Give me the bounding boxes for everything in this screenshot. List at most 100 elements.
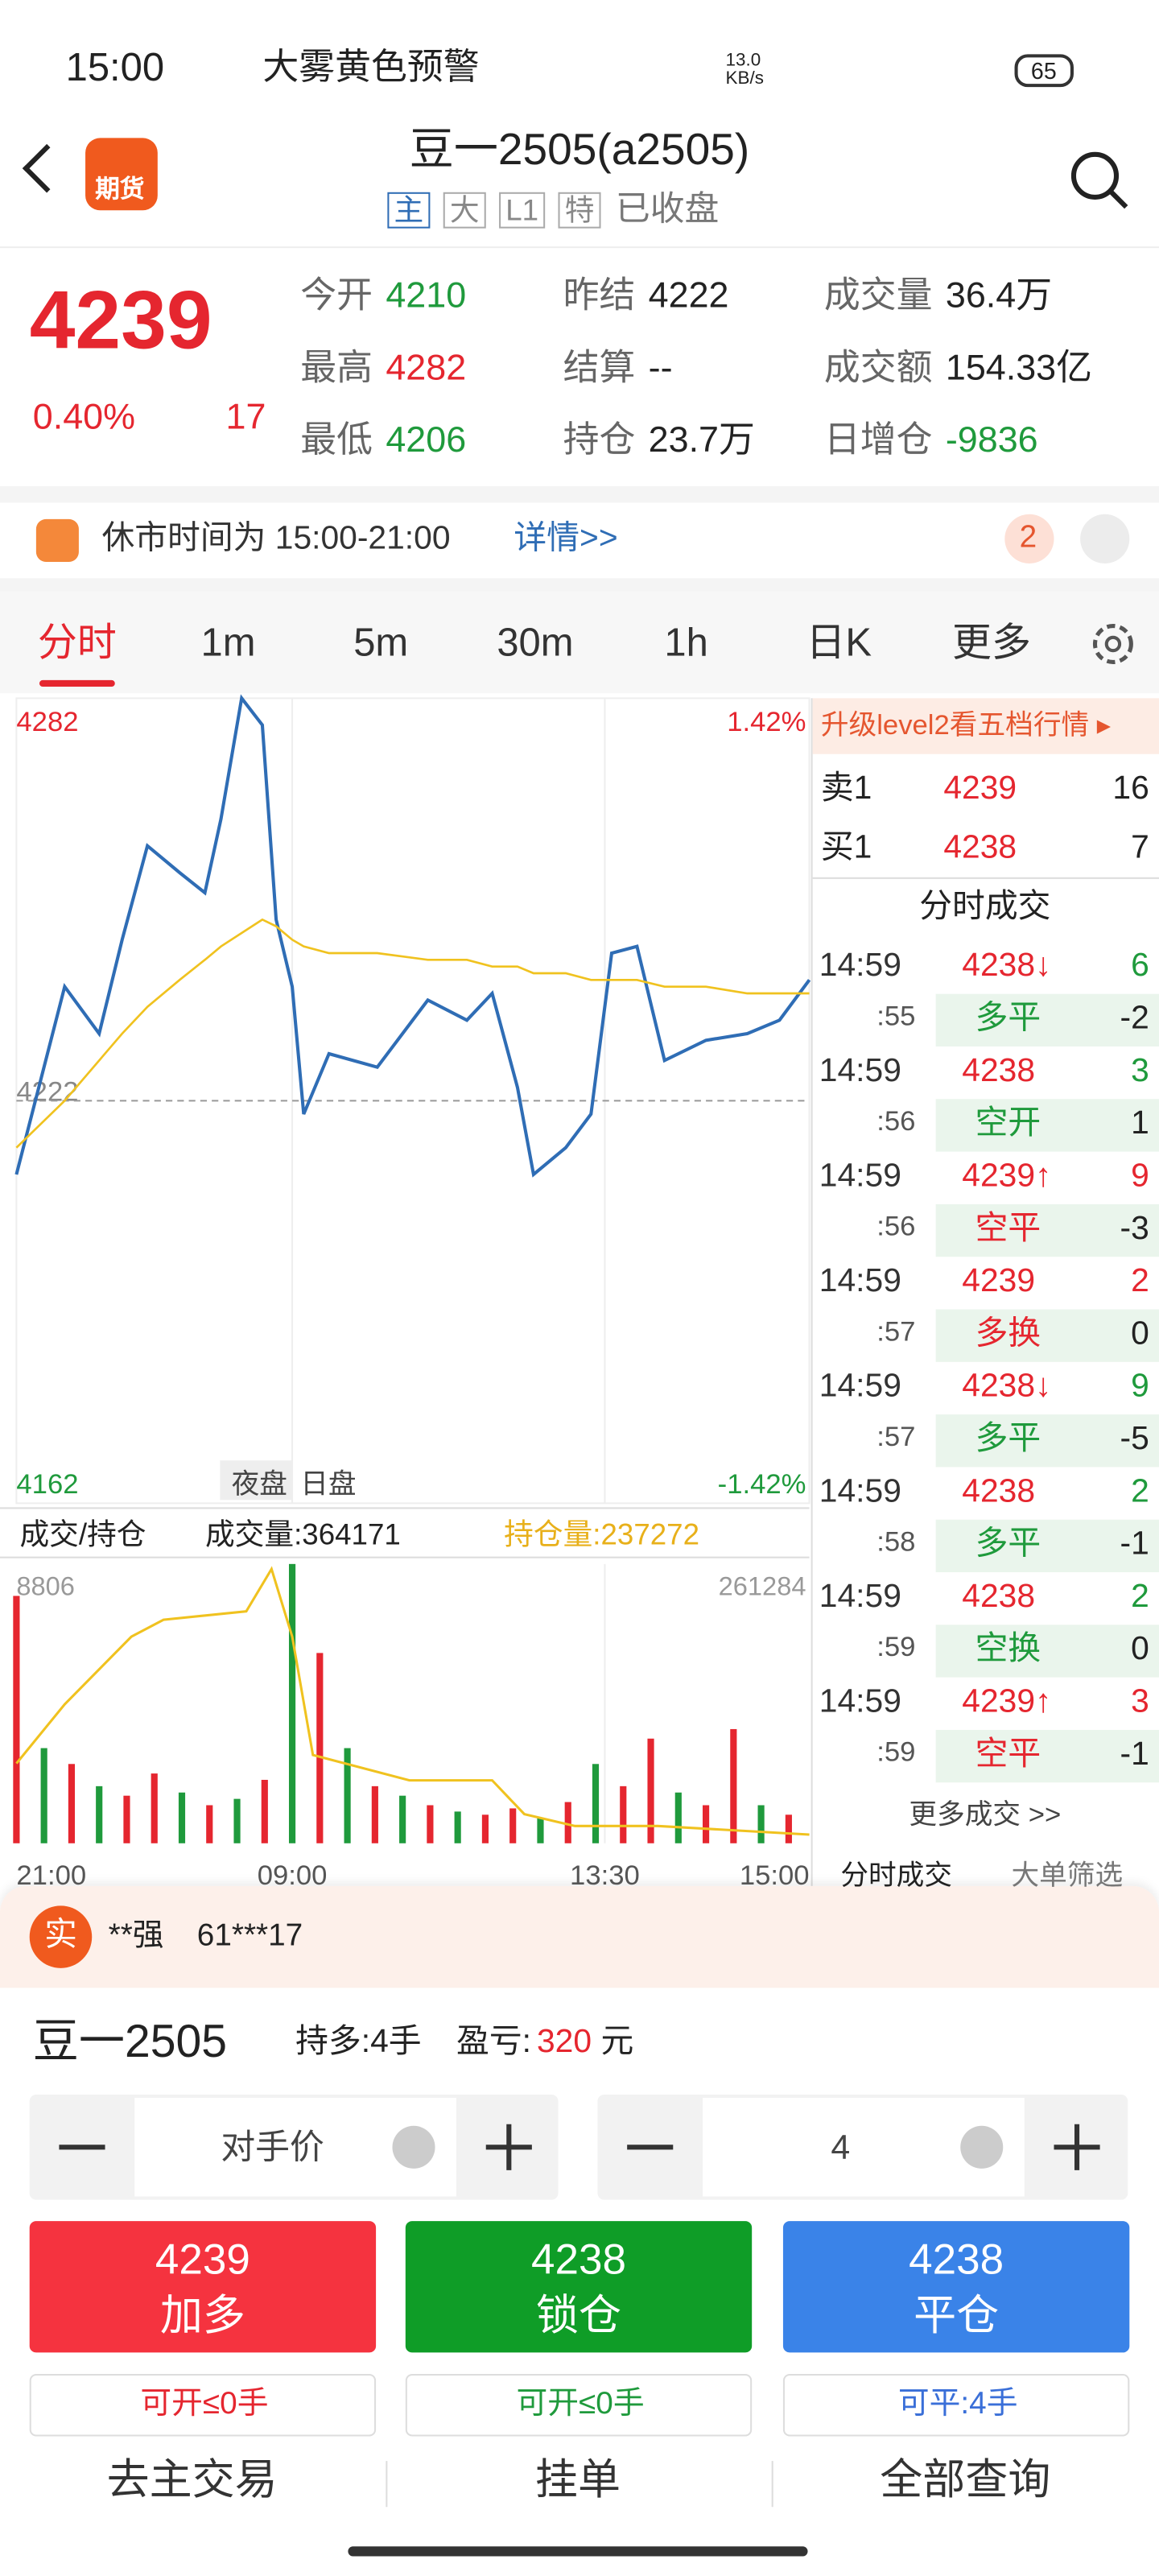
volume-bar xyxy=(288,1563,296,1843)
pct-label: -1.42% xyxy=(718,1469,806,1500)
field-value: -- xyxy=(648,346,673,388)
x-tick-label: 13:30 xyxy=(570,1860,640,1891)
order-button[interactable]: 4238 锁仓 xyxy=(405,2221,753,2353)
search-icon[interactable] xyxy=(1067,148,1133,214)
order-button[interactable]: 4239 加多 xyxy=(29,2221,377,2353)
account-badge-text: 实 xyxy=(44,1917,77,1954)
volume-bar xyxy=(454,1811,461,1843)
volume-bar xyxy=(702,1805,710,1843)
y-tick-label: 8806 xyxy=(16,1571,75,1601)
settings-icon[interactable] xyxy=(1087,617,1139,670)
tag: 大 xyxy=(443,192,486,229)
volume-bar xyxy=(537,1818,544,1843)
notice-link[interactable]: 详情>> xyxy=(514,520,618,557)
book-label: 买1 xyxy=(820,829,872,866)
volume-bar xyxy=(620,1785,627,1843)
account-bar xyxy=(0,1885,1159,1988)
trade-sec: :55 xyxy=(876,1000,916,1032)
volume-bar xyxy=(592,1764,600,1843)
trade-sec: :57 xyxy=(876,1315,916,1348)
volume-bar xyxy=(371,1785,378,1843)
header-divider xyxy=(0,246,1159,249)
notice-icon xyxy=(35,518,79,562)
volume-bar xyxy=(757,1805,765,1843)
button-label[interactable]: 平仓 xyxy=(914,2289,1000,2340)
session-label: 夜盘 xyxy=(232,1468,287,1500)
volume-bar xyxy=(40,1748,47,1843)
contract: 豆一2505 xyxy=(32,2016,228,2067)
field-value: 23.7万 xyxy=(648,419,755,460)
button-price[interactable]: 4239 xyxy=(155,2234,250,2284)
nav-item[interactable]: 去主交易 xyxy=(106,2454,278,2504)
level2-bg xyxy=(812,698,1159,754)
trade-type-bg xyxy=(935,1729,1159,1783)
side-tab[interactable]: 分时成交 xyxy=(840,1860,953,1891)
nav-item[interactable]: 全部查询 xyxy=(880,2454,1051,2504)
trade-qty: 9 xyxy=(1131,1158,1149,1195)
button-price[interactable]: 4238 xyxy=(909,2234,1004,2284)
price-input[interactable]: 对手价 xyxy=(221,2128,324,2167)
expand-bg[interactable] xyxy=(1080,514,1130,564)
more-trades[interactable]: 更多成交 >> xyxy=(909,1798,1062,1831)
button-price[interactable]: 4238 xyxy=(531,2234,626,2284)
trade-type: 多平 xyxy=(975,1000,1041,1037)
tab[interactable]: 1m xyxy=(200,621,256,666)
notice-count[interactable]: 2 xyxy=(1019,520,1037,555)
position: 持多:4手 xyxy=(295,2024,422,2061)
volume-bar xyxy=(427,1805,434,1843)
book-qty: 7 xyxy=(1131,829,1149,866)
trades-title: 分时成交 xyxy=(919,889,1051,925)
badge-bg xyxy=(85,138,158,211)
trade-qty: 2 xyxy=(1131,1263,1149,1300)
market-status[interactable]: 已收盘 xyxy=(615,190,720,229)
account-name: **强 xyxy=(108,1918,164,1954)
tag: 特 xyxy=(558,192,601,229)
button-label[interactable]: 锁仓 xyxy=(535,2289,622,2340)
trade-time: 14:59 xyxy=(819,1579,901,1616)
trade-change: -3 xyxy=(1120,1211,1149,1247)
book-price: 4239 xyxy=(943,770,1017,807)
trade-type-bg xyxy=(935,1099,1159,1152)
chart: 21:00 09:00 13:30 15:00 4162 4222 4282 1.42% -1.… xyxy=(0,694,811,1891)
trade-change: 0 xyxy=(1131,1315,1149,1352)
level2-link[interactable]: 升级level2看五档行情 ▸ xyxy=(820,709,1112,741)
volume-bar xyxy=(316,1653,324,1843)
trade-time: 14:59 xyxy=(819,1158,901,1195)
order-button[interactable]: 4238 平仓 xyxy=(782,2221,1130,2353)
tab[interactable]: 分时 xyxy=(37,621,117,666)
nav-item[interactable]: 挂单 xyxy=(534,2454,621,2504)
count-bg xyxy=(1004,514,1054,564)
trade-price: 4238 xyxy=(962,1579,1036,1616)
nav-divider xyxy=(386,2461,388,2508)
x-tick-label: 15:00 xyxy=(740,1860,810,1891)
tab[interactable]: 30m xyxy=(497,621,574,666)
field-label: 持仓 xyxy=(563,419,636,460)
volume-bar xyxy=(68,1764,76,1843)
home-indicator xyxy=(348,2546,808,2557)
trade-sec: :56 xyxy=(876,1211,916,1242)
tab[interactable]: 5m xyxy=(353,621,409,666)
trade-time: 14:59 xyxy=(819,1368,901,1405)
session-label: 日盘 xyxy=(300,1468,356,1500)
side-tab[interactable]: 大单筛选 xyxy=(1011,1860,1124,1891)
trade-change: -1 xyxy=(1120,1736,1149,1773)
field-value: -9836 xyxy=(945,419,1038,460)
trade-type-bg xyxy=(935,993,1159,1046)
trade-change: 1 xyxy=(1131,1105,1149,1142)
tab[interactable]: 日K xyxy=(806,621,872,666)
field-value: 154.33亿 xyxy=(945,346,1093,388)
tab[interactable]: 更多 xyxy=(952,621,1031,666)
button-label[interactable]: 加多 xyxy=(159,2289,245,2340)
band xyxy=(0,486,1159,503)
field-value: 4282 xyxy=(386,346,467,388)
trade-qty: 3 xyxy=(1131,1053,1149,1090)
qty-input[interactable]: 4 xyxy=(831,2128,851,2167)
volume-bar xyxy=(344,1748,351,1843)
trade-sec: :56 xyxy=(876,1105,916,1137)
field-label: 今开 xyxy=(300,274,373,316)
field-value: 4206 xyxy=(386,419,467,460)
trade-price: 4239↑ xyxy=(962,1683,1052,1720)
tab[interactable]: 1h xyxy=(664,621,708,666)
oi-line xyxy=(15,1566,810,1836)
